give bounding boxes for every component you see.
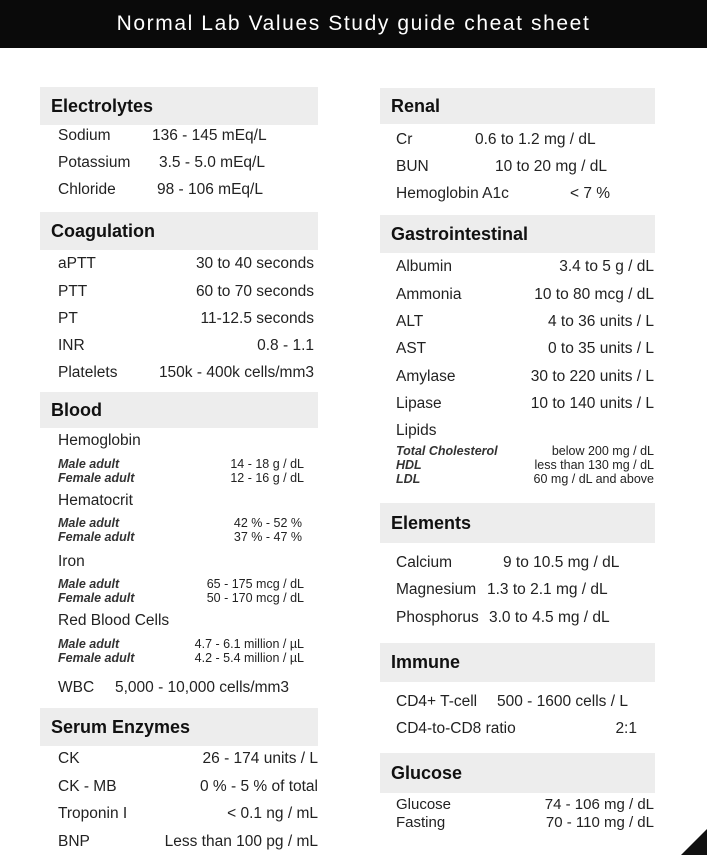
section-header-serum-enzymes: Serum Enzymes bbox=[40, 708, 318, 746]
lab-value: < 7 % bbox=[570, 185, 611, 202]
lab-name: Female adult bbox=[58, 471, 135, 485]
lab-value: 0.6 to 1.2 mg / dL bbox=[475, 131, 596, 148]
lab-value: less than 130 mg / dL bbox=[534, 458, 654, 472]
lab-name: PT bbox=[58, 310, 78, 327]
lab-name: Male adult bbox=[58, 637, 120, 651]
lab-name: Male adult bbox=[58, 516, 120, 530]
lab-value: 26 - 174 units / L bbox=[202, 750, 318, 767]
lab-value: 60 mg / dL and above bbox=[533, 472, 654, 486]
lab-value: 1.3 to 2.1 mg / dL bbox=[487, 581, 608, 598]
lab-value: 10 to 20 mg / dL bbox=[495, 158, 608, 175]
lab-value: 30 to 40 seconds bbox=[195, 255, 314, 272]
lab-name: Lipase bbox=[396, 395, 442, 412]
lab-name: Fasting bbox=[396, 814, 446, 831]
lab-name: Cr bbox=[396, 131, 413, 148]
section-header-electrolytes: Electrolytes bbox=[40, 87, 318, 125]
lab-value: 60 to 70 seconds bbox=[195, 283, 314, 300]
lab-value: 11-12.5 seconds bbox=[200, 310, 314, 327]
lab-value: 50 - 170 mcg / dL bbox=[206, 591, 304, 605]
lab-name: Magnesium bbox=[396, 581, 477, 598]
lab-name: Lipids bbox=[396, 422, 437, 439]
lab-value: 98 - 106 mEq/L bbox=[157, 181, 263, 198]
lab-value: 0.8 - 1.1 bbox=[257, 337, 314, 354]
lab-value: 37 % - 47 % bbox=[233, 530, 302, 544]
lab-name: ALT bbox=[396, 313, 424, 330]
page-title: Normal Lab Values Study guide cheat shee… bbox=[0, 0, 707, 48]
lab-name: Phosphorus bbox=[396, 609, 479, 626]
lab-value: 4 to 36 units / L bbox=[548, 313, 654, 330]
corner-decoration bbox=[681, 829, 707, 855]
lab-value: 12 - 16 g / dL bbox=[230, 471, 304, 485]
lab-name: HDL bbox=[396, 458, 422, 472]
lab-name: BNP bbox=[58, 833, 90, 850]
lab-name: CD4+ T-cell bbox=[396, 693, 478, 710]
lab-name: CD4-to-CD8 ratio bbox=[396, 720, 516, 737]
lab-name: WBC bbox=[58, 679, 95, 696]
lab-value: 4.2 - 5.4 million / µL bbox=[194, 651, 304, 665]
lab-name: Hematocrit bbox=[58, 492, 133, 509]
lab-value: 10 to 80 mcg / dL bbox=[534, 286, 654, 303]
lab-name: Ammonia bbox=[396, 286, 462, 303]
section-header-blood: Blood bbox=[40, 392, 318, 428]
lab-name: Female adult bbox=[58, 530, 135, 544]
lab-value: 136 - 145 mEq/L bbox=[152, 127, 267, 144]
section-header-immune: Immune bbox=[380, 643, 655, 682]
lab-name: Sodium bbox=[58, 127, 111, 144]
section-header-glucose: Glucose bbox=[380, 753, 655, 793]
lab-value: 65 - 175 mcg / dL bbox=[206, 577, 304, 591]
lab-value: 30 to 220 units / L bbox=[530, 368, 654, 385]
lab-value: 10 to 140 units / L bbox=[530, 395, 654, 412]
lab-name: Glucose bbox=[396, 796, 452, 813]
lab-name: Female adult bbox=[58, 591, 135, 605]
lab-name: Iron bbox=[58, 553, 85, 570]
lab-value: 9 to 10.5 mg / dL bbox=[503, 554, 620, 571]
lab-name: Albumin bbox=[396, 258, 452, 275]
lab-name: Potassium bbox=[58, 154, 131, 171]
lab-value: < 0.1 ng / mL bbox=[227, 805, 318, 822]
section-header-renal: Renal bbox=[380, 88, 655, 124]
lab-name: Chloride bbox=[58, 181, 116, 198]
lab-name: Hemoglobin A1c bbox=[396, 185, 509, 202]
lab-value: below 200 mg / dL bbox=[551, 444, 654, 458]
lab-name: INR bbox=[58, 337, 85, 354]
lab-value: 0 % - 5 % of total bbox=[199, 778, 318, 795]
lab-value: 3.5 - 5.0 mEq/L bbox=[159, 154, 265, 171]
lab-value: 14 - 18 g / dL bbox=[230, 457, 304, 471]
lab-name: Hemoglobin bbox=[58, 432, 141, 449]
lab-value: 3.4 to 5 g / dL bbox=[559, 258, 654, 275]
lab-value: 500 - 1600 cells / L bbox=[497, 693, 628, 710]
lab-name: Amylase bbox=[396, 368, 456, 385]
section-header-coagulation: Coagulation bbox=[40, 212, 318, 250]
lab-value: 0 to 35 units / L bbox=[548, 340, 654, 357]
lab-name: aPTT bbox=[58, 255, 96, 272]
section-header-elements: Elements bbox=[380, 503, 655, 543]
lab-value: 5,000 - 10,000 cells/mm3 bbox=[115, 679, 290, 696]
lab-name: Troponin I bbox=[58, 805, 128, 822]
lab-name: Total Cholesterol bbox=[396, 444, 498, 458]
lab-name: Female adult bbox=[58, 651, 135, 665]
lab-name: CK bbox=[58, 750, 80, 767]
lab-name: Male adult bbox=[58, 577, 120, 591]
section-header-gastrointestinal: Gastrointestinal bbox=[380, 215, 655, 253]
lab-value: 74 - 106 mg / dL bbox=[544, 796, 654, 813]
lab-value: 3.0 to 4.5 mg / dL bbox=[489, 609, 610, 626]
lab-value: 2:1 bbox=[615, 720, 637, 737]
lab-name: PTT bbox=[58, 283, 88, 300]
lab-value: 42 % - 52 % bbox=[233, 516, 302, 530]
lab-name: Red Blood Cells bbox=[58, 612, 170, 629]
lab-name: Platelets bbox=[58, 364, 118, 381]
lab-value: Less than 100 pg / mL bbox=[164, 833, 318, 850]
lab-name: AST bbox=[396, 340, 427, 357]
lab-name: CK - MB bbox=[58, 778, 117, 795]
lab-name: Male adult bbox=[58, 457, 120, 471]
lab-name: Calcium bbox=[396, 554, 452, 571]
lab-value: 70 - 110 mg / dL bbox=[545, 814, 654, 831]
lab-name: LDL bbox=[396, 472, 421, 486]
lab-name: BUN bbox=[396, 158, 429, 175]
lab-value: 4.7 - 6.1 million / µL bbox=[194, 637, 304, 651]
lab-value: 150k - 400k cells/mm3 bbox=[158, 364, 314, 381]
